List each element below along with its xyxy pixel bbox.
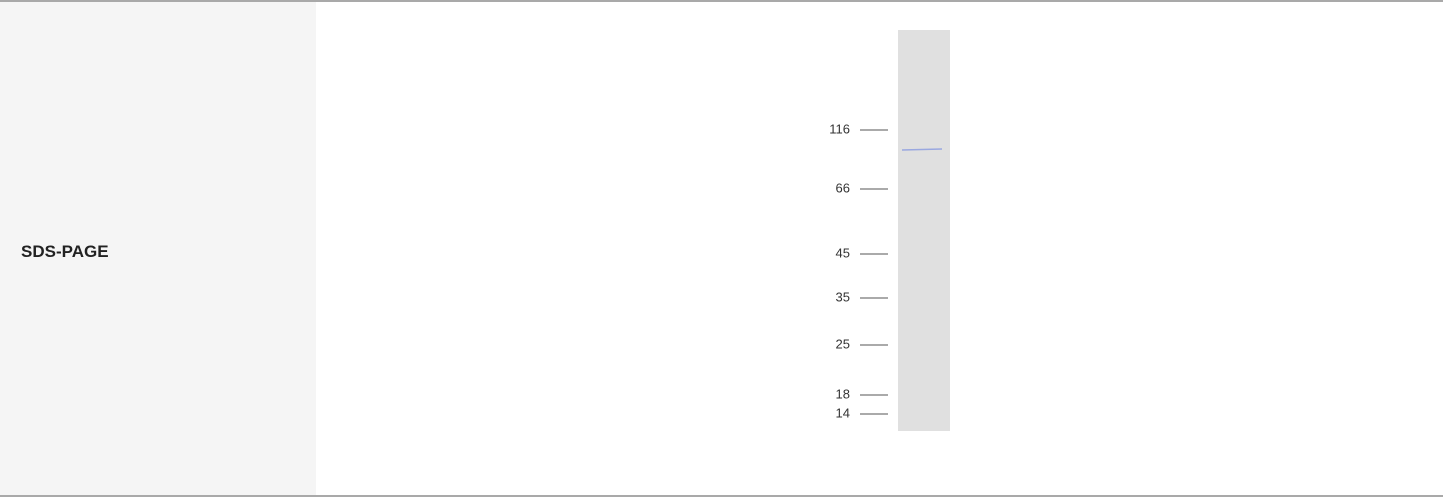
gel-image: 116 66 45 35 25 18 14 [804, 30, 952, 431]
marker-label: 45 [836, 245, 850, 260]
row-label: SDS-PAGE [21, 242, 109, 262]
marker-label: 25 [836, 336, 850, 351]
marker-label: 66 [836, 180, 850, 195]
label-cell: SDS-PAGE [0, 2, 316, 495]
gel-lane [898, 30, 950, 431]
spec-row: SDS-PAGE 116 66 45 35 25 18 14 [0, 0, 1443, 497]
marker-label: 14 [836, 405, 850, 420]
page: {"row": {"label": "SDS-PAGE", "gel": {"m… [0, 0, 1443, 497]
marker-label: 18 [836, 386, 850, 401]
marker-label: 116 [829, 121, 850, 136]
marker-label: 35 [836, 289, 850, 304]
protein-band [902, 149, 942, 150]
